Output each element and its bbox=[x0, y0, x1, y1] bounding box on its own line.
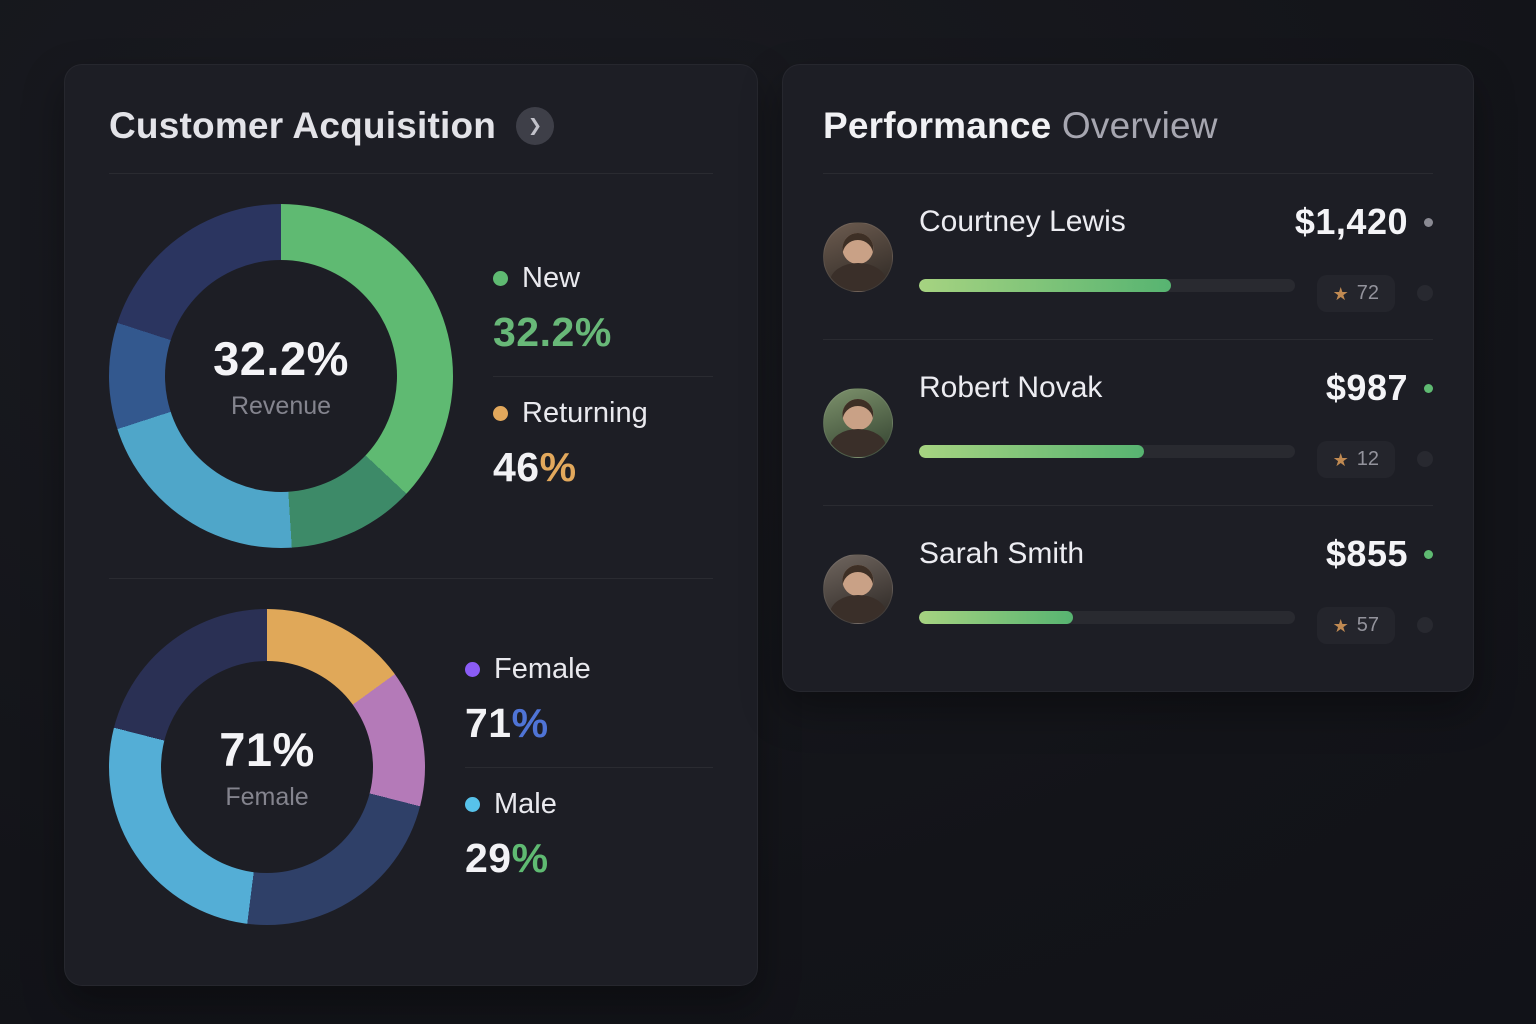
gender-chart-section: 71% Female Female 71% bbox=[109, 579, 713, 955]
divider bbox=[823, 173, 1433, 174]
female-legend-dot bbox=[465, 661, 480, 677]
divider bbox=[493, 375, 713, 377]
performance-header: Performance Overview bbox=[823, 65, 1433, 173]
progress-fill bbox=[919, 279, 1171, 292]
gender-legend: Female 71% Male 29% bbox=[465, 633, 713, 902]
male-legend-label: Male bbox=[494, 787, 557, 820]
performance-overview-card: Performance Overview Courtney Lewis $1,4… bbox=[782, 64, 1474, 692]
rating-badge[interactable]: ★ 12 bbox=[1317, 441, 1395, 478]
gender-donut-chart[interactable]: 71% Female bbox=[109, 609, 425, 925]
person-name: Sarah Smith bbox=[919, 537, 1085, 570]
returning-legend-value: 46% bbox=[493, 443, 577, 490]
performance-row[interactable]: Courtney Lewis $1,420 ★ 72 bbox=[823, 174, 1433, 339]
progress-bar bbox=[919, 611, 1295, 624]
legend-item-male[interactable]: Male 29% bbox=[465, 768, 713, 902]
person-name: Courtney Lewis bbox=[919, 205, 1126, 238]
indicator-dot bbox=[1417, 450, 1433, 467]
customer-acquisition-header: Customer Acquisition ❯ bbox=[109, 65, 713, 173]
rating-badge[interactable]: ★ 72 bbox=[1317, 275, 1395, 312]
status-dot bbox=[1424, 383, 1433, 393]
revenue-donut-chart[interactable]: 32.2% Revenue bbox=[109, 204, 453, 548]
status-dot bbox=[1424, 217, 1433, 227]
revenue-center-value: 32.2% bbox=[213, 332, 349, 385]
rating-value: 12 bbox=[1356, 448, 1379, 470]
male-legend-value: 29% bbox=[465, 834, 549, 881]
legend-item-new[interactable]: New 32.2% bbox=[493, 242, 713, 376]
returning-legend-dot bbox=[493, 405, 508, 421]
divider bbox=[465, 766, 713, 768]
performance-title: Performance Overview bbox=[823, 105, 1218, 146]
divider bbox=[109, 173, 713, 174]
progress-bar bbox=[919, 445, 1295, 458]
star-icon: ★ bbox=[1332, 615, 1349, 636]
progress-fill bbox=[919, 611, 1073, 624]
revenue-center-label: Revenue bbox=[230, 392, 332, 420]
amount-value: $855 bbox=[1325, 533, 1408, 574]
customer-acquisition-card: Customer Acquisition ❯ 32.2% Revenue New bbox=[64, 64, 758, 986]
new-legend-value: 32.2% bbox=[493, 308, 612, 355]
star-icon: ★ bbox=[1332, 449, 1349, 470]
rating-value: 72 bbox=[1356, 282, 1379, 304]
divider bbox=[823, 505, 1433, 506]
progress-bar bbox=[919, 279, 1295, 292]
new-legend-dot bbox=[493, 270, 508, 286]
divider bbox=[109, 578, 713, 579]
legend-item-female[interactable]: Female 71% bbox=[465, 633, 713, 767]
rating-value: 57 bbox=[1356, 614, 1379, 636]
chevron-right-icon[interactable]: ❯ bbox=[516, 107, 555, 145]
person-name: Robert Novak bbox=[919, 371, 1103, 404]
rating-badge[interactable]: ★ 57 bbox=[1317, 607, 1395, 644]
amount-value: $1,420 bbox=[1294, 201, 1408, 242]
performance-row[interactable]: Sarah Smith $855 ★ 57 bbox=[823, 506, 1433, 671]
amount-value: $987 bbox=[1325, 367, 1408, 408]
gender-donut-center: 71% Female bbox=[161, 661, 373, 873]
customer-acquisition-title: Customer Acquisition bbox=[109, 105, 497, 146]
status-dot bbox=[1424, 549, 1433, 559]
gender-center-value: 71% bbox=[219, 723, 315, 776]
star-icon: ★ bbox=[1332, 283, 1349, 304]
revenue-legend: New 32.2% Returning 46% bbox=[493, 242, 713, 511]
divider bbox=[823, 339, 1433, 340]
indicator-dot bbox=[1417, 616, 1433, 633]
revenue-chart-section: 32.2% Revenue New 32.2% bbox=[109, 174, 713, 578]
legend-item-returning[interactable]: Returning 46% bbox=[493, 377, 713, 511]
avatar bbox=[823, 553, 893, 624]
returning-legend-label: Returning bbox=[522, 396, 648, 429]
indicator-dot bbox=[1417, 284, 1433, 301]
new-legend-label: New bbox=[522, 261, 581, 294]
progress-fill bbox=[919, 445, 1145, 458]
gender-center-label: Female bbox=[225, 783, 309, 811]
female-legend-label: Female bbox=[494, 652, 591, 685]
female-legend-value: 71% bbox=[465, 699, 549, 746]
male-legend-dot bbox=[465, 796, 480, 812]
avatar bbox=[823, 387, 893, 458]
avatar bbox=[823, 221, 893, 292]
revenue-donut-center: 32.2% Revenue bbox=[165, 260, 397, 492]
performance-row[interactable]: Robert Novak $987 ★ 12 bbox=[823, 340, 1433, 505]
